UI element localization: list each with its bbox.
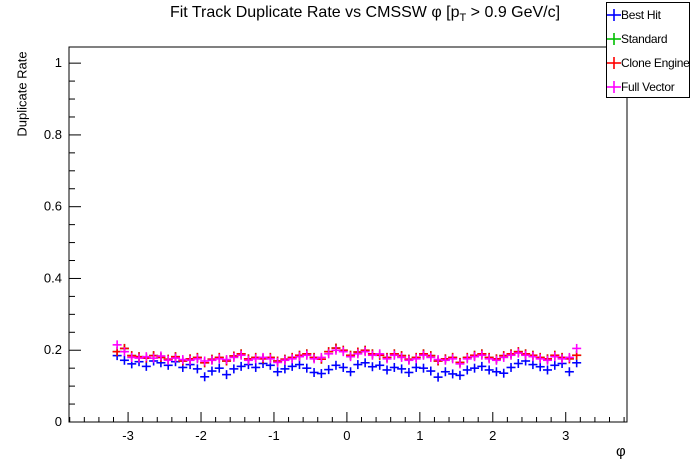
y-axis: 0 0.2 0.4 0.6 0.8 1 xyxy=(44,55,81,429)
x-tick-label: -2 xyxy=(195,428,207,443)
y-tick-label: 1 xyxy=(55,55,62,70)
chart-title-suffix: > 0.9 GeV/c] xyxy=(466,4,561,21)
x-tick-label: -3 xyxy=(122,428,134,443)
chart-title-subscript: T xyxy=(459,12,467,25)
x-tick-label: 2 xyxy=(489,428,496,443)
legend-entry-label: Standard xyxy=(621,32,668,46)
legend-entry-label: Clone Engine xyxy=(621,56,690,70)
legend-entry-clone-engine: Clone Engine xyxy=(607,51,690,75)
legend-entry-label: Best Hit xyxy=(621,8,661,22)
chart-title-text: Fit Track Duplicate Rate vs CMSSW φ [p xyxy=(169,4,460,21)
legend-marker-icon xyxy=(607,9,621,21)
legend-marker-icon xyxy=(607,33,621,45)
y-tick-label: 0.6 xyxy=(44,199,62,214)
y-tick-label: 0.4 xyxy=(44,270,62,285)
x-axis-title: φ xyxy=(616,443,626,460)
y-tick-label: 0 xyxy=(55,414,62,429)
chart-title: Fit Track Duplicate Rate vs CMSSW φ [pT … xyxy=(40,4,690,24)
series-full-vector xyxy=(112,340,582,369)
legend-entry-full-vector: Full Vector xyxy=(607,75,689,99)
legend-marker-icon xyxy=(607,57,621,69)
x-tick-label: -1 xyxy=(268,428,280,443)
y-axis-title: Duplicate Rate xyxy=(14,51,30,137)
y-tick-label: 0.8 xyxy=(44,127,62,142)
y-tick-label: 0.2 xyxy=(44,342,62,357)
legend: Best Hit Standard Clone Engine Full Vector xyxy=(606,2,690,98)
x-axis: -3 -2 -1 0 1 2 3 xyxy=(69,412,625,443)
plot-frame xyxy=(68,46,628,423)
series-best-hit xyxy=(112,351,582,382)
x-tick-label: 3 xyxy=(562,428,569,443)
legend-entry-label: Full Vector xyxy=(621,80,675,94)
legend-marker-icon xyxy=(607,81,621,93)
legend-entry-standard: Standard xyxy=(607,27,689,51)
x-tick-label: 0 xyxy=(343,428,350,443)
legend-entry-best-hit: Best Hit xyxy=(607,3,689,27)
x-tick-label: 1 xyxy=(416,428,423,443)
